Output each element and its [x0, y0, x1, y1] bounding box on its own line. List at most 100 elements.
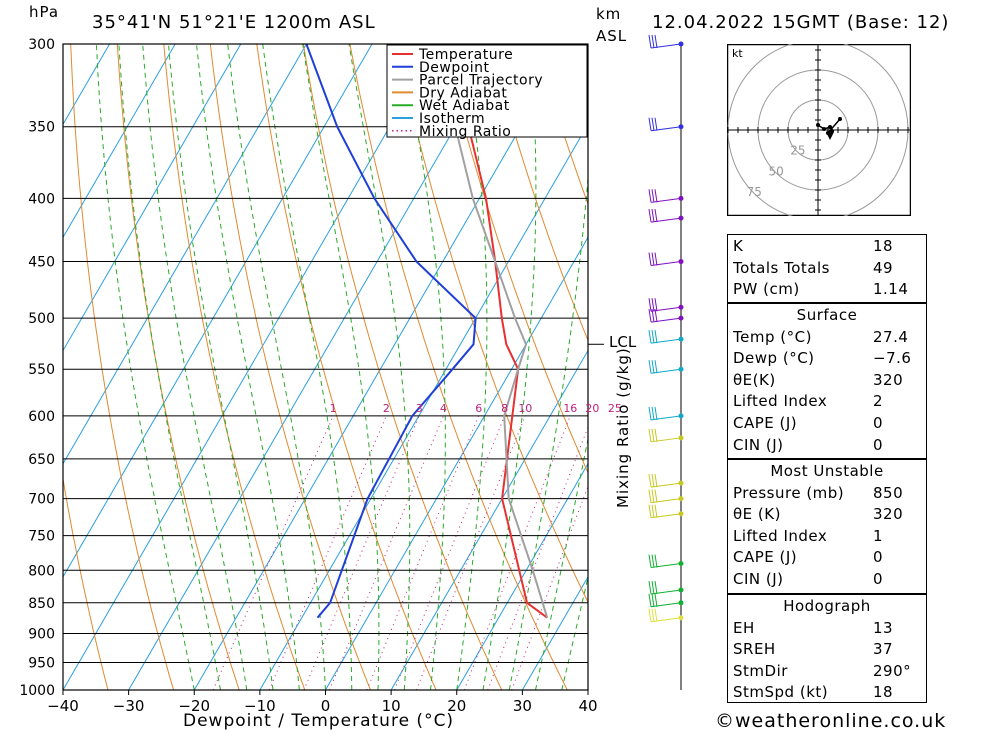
wind-barb-flag [654, 209, 658, 223]
wind-barb-flag [648, 117, 652, 131]
stat-value: 2 [873, 392, 884, 411]
stat-row: Temp (°C) 27.4 [728, 326, 926, 348]
most-unstable-panel: Most Unstable Pressure (mb) 850 θE (K) 320 Li… [727, 459, 927, 594]
panel-title: Most Unstable [770, 462, 884, 480]
stat-value: 27.4 [873, 327, 909, 346]
legend-label: Wet Adiabat [419, 98, 510, 114]
stat-value: 0 [873, 569, 884, 588]
wind-barb-flag [648, 489, 652, 503]
dry-adiabat-line [489, 44, 588, 342]
wind-barb-shaft [650, 368, 682, 374]
dry-adiabat-line [209, 44, 371, 690]
stat-row: Lifted Index 2 [728, 390, 926, 412]
stat-key: EH [733, 618, 755, 637]
stat-key: CIN (J) [733, 569, 784, 588]
y-tick-label: 900 [28, 626, 55, 642]
stat-value: 0 [873, 548, 884, 567]
wind-barb-flag [654, 554, 658, 568]
dry-adiabat-line [116, 44, 240, 690]
hodograph-point [822, 127, 826, 131]
wind-barb-shaft [650, 437, 682, 443]
wind-barb-flag [654, 608, 658, 622]
mixing-ratio-label: 2 [383, 402, 390, 415]
wet-adiabat-line [402, 44, 446, 690]
wind-barb-flag [651, 330, 655, 344]
dry-adiabat-line [70, 44, 175, 690]
hodograph-chart: 25 50 75 kt [727, 44, 911, 216]
wet-adiabat-line [587, 687, 588, 690]
indices-panel: K 18 Totals Totals 49 PW (cm) 1.14 [727, 234, 927, 303]
wet-adiabat-line [508, 172, 588, 690]
x-tick-label: 0 [321, 697, 331, 715]
stat-key: Pressure (mb) [733, 483, 845, 502]
stat-row: θE (K) 320 [728, 503, 926, 525]
stat-value: 18 [873, 683, 894, 702]
stat-key: K [733, 237, 744, 255]
mixing-ratio-line [268, 415, 387, 690]
stat-row: StmDir 290° [728, 660, 926, 682]
height-unit-km: km [596, 5, 622, 23]
y-tick-label: 800 [28, 563, 55, 579]
stat-row: Totals Totals 49 [728, 257, 926, 279]
stat-value: 290° [873, 661, 912, 680]
hodograph-unit: kt [732, 47, 743, 60]
x-tick-label: −30 [113, 697, 145, 715]
wind-barb-flag [651, 504, 655, 518]
legend-label: Isotherm [419, 111, 485, 127]
wind-barb-shaft [650, 338, 682, 344]
wet-adiabat-line [535, 436, 588, 690]
stat-value: 0 [873, 413, 884, 432]
wind-barb-flag [651, 117, 655, 131]
x-tick-label: 10 [382, 697, 401, 715]
stat-row: Lifted Index 1 [728, 525, 926, 547]
series-parcel-trajectory [423, 44, 549, 618]
x-tick-label: 20 [447, 697, 466, 715]
mixing-ratio-line [394, 415, 506, 690]
mixing-ratio-label: 6 [475, 402, 482, 415]
stat-value: 1.14 [873, 280, 909, 299]
wind-barb-flag [651, 252, 655, 266]
wind-barb-shaft [650, 217, 682, 223]
wind-barb-flag [648, 593, 652, 607]
y-tick-label: 350 [28, 120, 55, 136]
stat-value: 0 [873, 435, 884, 454]
wind-barb-flag [654, 580, 658, 595]
wet-adiabat-line [142, 44, 248, 690]
wind-barb-flag [648, 473, 652, 488]
stat-key: Temp (°C) [733, 327, 812, 346]
wet-adiabat-line [262, 44, 353, 690]
stat-value: 320 [873, 370, 904, 389]
wet-adiabat-line [348, 44, 411, 690]
isotherm-line [63, 44, 439, 690]
wind-barb-flag [651, 489, 655, 503]
wind-barb-shaft [650, 197, 682, 203]
wind-barb-shaft [650, 43, 682, 49]
stat-value: 1 [873, 526, 884, 545]
x-tick-label: 40 [578, 697, 597, 715]
wind-barb-shaft [650, 589, 682, 595]
wind-barb-flag [648, 330, 652, 344]
wind-barb-shaft [650, 415, 682, 421]
wind-barb-flag [651, 554, 655, 568]
stat-value: 18 [873, 237, 894, 255]
stat-key: StmDir [733, 661, 788, 680]
dry-adiabat-line [256, 44, 437, 690]
wet-adiabat-line [95, 44, 195, 690]
stat-key: StmSpd (kt) [733, 683, 829, 702]
mixing-ratio-axis-title: Mixing Ratio (g/kg) [614, 347, 632, 508]
mixing-ratio-label: 20 [585, 402, 599, 415]
x-axis-title: Dewpoint / Temperature (°C) [183, 711, 455, 731]
stat-key: Lifted Index [733, 526, 828, 545]
location-title: 35°41'N 51°21'E 1200m ASL [92, 12, 376, 33]
mixing-ratio-label: 16 [563, 402, 577, 415]
mixing-ratio-line [366, 415, 480, 690]
stat-key: Lifted Index [733, 392, 828, 411]
stat-row: CIN (J) 0 [728, 568, 926, 590]
wet-adiabat-line [227, 44, 326, 690]
isotherm-line [63, 44, 176, 239]
stat-key: CAPE (J) [733, 548, 798, 567]
wind-barb-shaft [650, 306, 682, 312]
wind-barb-flag [648, 428, 652, 442]
legend-label: Dry Adiabat [419, 85, 507, 101]
wind-barb-flag [654, 189, 658, 203]
